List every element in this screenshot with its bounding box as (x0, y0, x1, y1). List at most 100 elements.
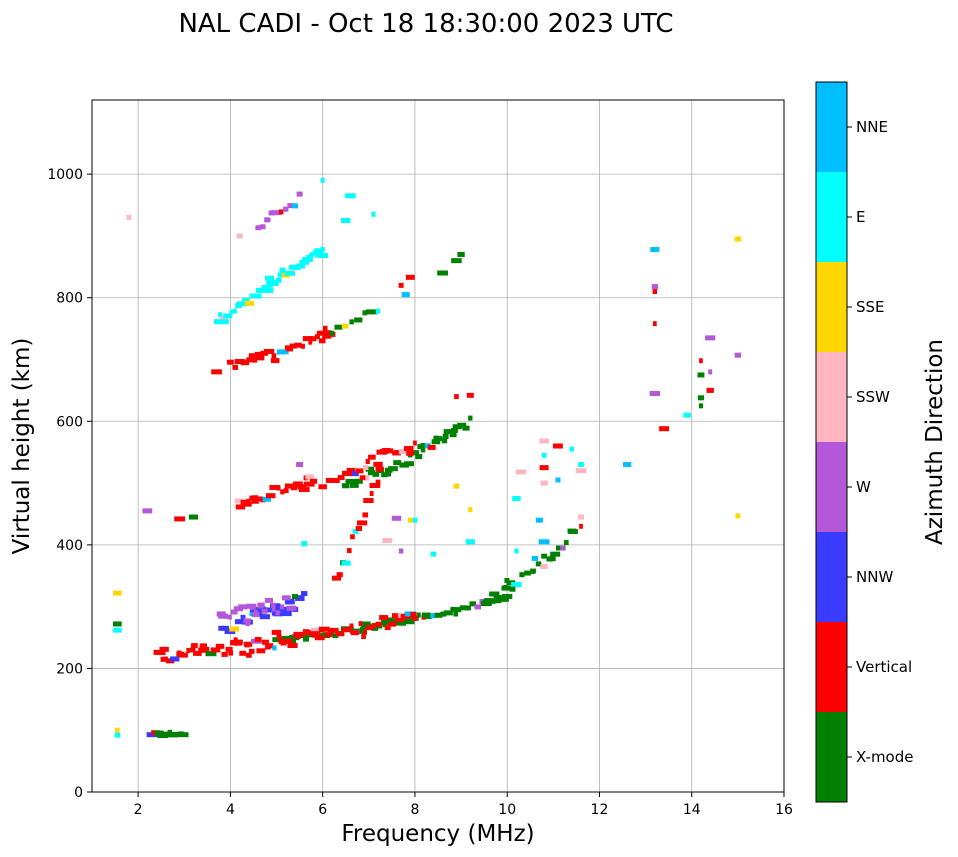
echo-mark (369, 491, 374, 497)
echo-mark (265, 275, 275, 281)
echo-mark (271, 353, 277, 359)
echo-mark (530, 568, 535, 574)
echo-mark (292, 203, 298, 209)
echo-mark (281, 611, 292, 617)
echo-mark (191, 643, 198, 649)
echo-mark (380, 615, 389, 621)
echo-mark (272, 645, 277, 651)
echo-mark (362, 512, 369, 518)
colorbar-label-3: W (856, 478, 871, 496)
echo-mark (256, 648, 266, 654)
colorbar-swatch (816, 532, 847, 622)
echo-mark (278, 639, 286, 645)
echo-mark (453, 483, 460, 489)
echo-mark (278, 209, 284, 215)
echo-mark (341, 323, 349, 329)
echo-mark (302, 257, 308, 263)
echo-mark (217, 319, 229, 325)
x-tick-label: 8 (410, 802, 419, 818)
echo-mark (412, 517, 418, 523)
echo-mark (296, 191, 303, 197)
x-tick-label: 16 (775, 802, 793, 818)
echo-mark (332, 633, 339, 639)
echo-mark (249, 495, 254, 501)
echo-mark (278, 349, 289, 355)
echo-mark (388, 621, 397, 627)
echo-mark (652, 289, 658, 295)
echo-mark (345, 193, 356, 199)
echo-mark (453, 611, 459, 617)
echo-mark (270, 358, 280, 364)
echo-mark (362, 465, 369, 471)
echo-mark (365, 466, 375, 472)
plot-frame (91, 99, 785, 793)
echo-mark (262, 288, 274, 294)
echo-mark (450, 606, 457, 612)
colorbar-swatch (816, 262, 847, 352)
echo-mark (325, 477, 332, 483)
echo-mark (341, 217, 351, 223)
echo-mark (288, 264, 298, 270)
echo-mark (361, 634, 366, 640)
echo-mark (169, 656, 180, 662)
echo-mark (451, 258, 462, 264)
echo-mark (171, 731, 183, 737)
echo-mark (381, 472, 388, 478)
echo-mark (286, 605, 297, 611)
echo-mark (516, 469, 527, 475)
echo-mark (698, 403, 703, 409)
colorbar-label-6: E (856, 208, 865, 226)
echo-mark (322, 333, 332, 339)
echo-mark (514, 548, 519, 554)
echo-mark (314, 248, 324, 254)
echo-mark (650, 247, 660, 253)
echo-mark (235, 504, 246, 510)
echo-mark (291, 594, 299, 600)
echo-mark (297, 484, 306, 490)
echo-mark (153, 649, 160, 655)
echo-mark (407, 517, 413, 523)
echo-mark (113, 627, 122, 633)
echo-mark (498, 596, 509, 602)
echo-mark (450, 427, 458, 433)
echo-mark (540, 563, 548, 569)
echo-mark (252, 293, 262, 299)
echo-mark (316, 330, 326, 336)
echo-mark (459, 605, 467, 611)
echo-mark (286, 346, 294, 352)
echo-mark (734, 236, 742, 242)
echo-mark (468, 507, 473, 513)
echo-mark (373, 461, 383, 467)
echo-mark (263, 348, 275, 354)
echo-mark (410, 612, 417, 618)
echo-mark (697, 395, 705, 401)
echo-mark (253, 356, 258, 362)
echo-mark (293, 633, 302, 639)
echo-mark (372, 623, 377, 629)
echo-mark (265, 493, 276, 499)
echo-mark (319, 633, 331, 639)
echo-mark (539, 438, 549, 444)
echo-mark (388, 466, 398, 472)
x-tick-label: 14 (683, 802, 701, 818)
echo-mark (434, 612, 443, 618)
echo-mark (290, 485, 298, 491)
y-tick-label: 400 (56, 538, 83, 554)
echo-mark (255, 287, 266, 293)
echo-mark (454, 607, 462, 613)
echo-mark (193, 650, 202, 656)
echo-mark (287, 643, 298, 649)
echo-mark (298, 487, 310, 493)
y-tick-label: 200 (56, 661, 83, 677)
echo-mark (443, 610, 453, 616)
echo-mark (342, 627, 352, 633)
echo-mark (257, 611, 264, 617)
echo-mark (649, 390, 661, 396)
echo-mark (375, 308, 381, 314)
echo-mark (384, 617, 395, 623)
echo-mark (318, 253, 329, 259)
echo-mark (215, 643, 225, 649)
echo-mark (699, 358, 703, 364)
echo-mark (296, 263, 306, 269)
echo-mark (255, 225, 261, 231)
